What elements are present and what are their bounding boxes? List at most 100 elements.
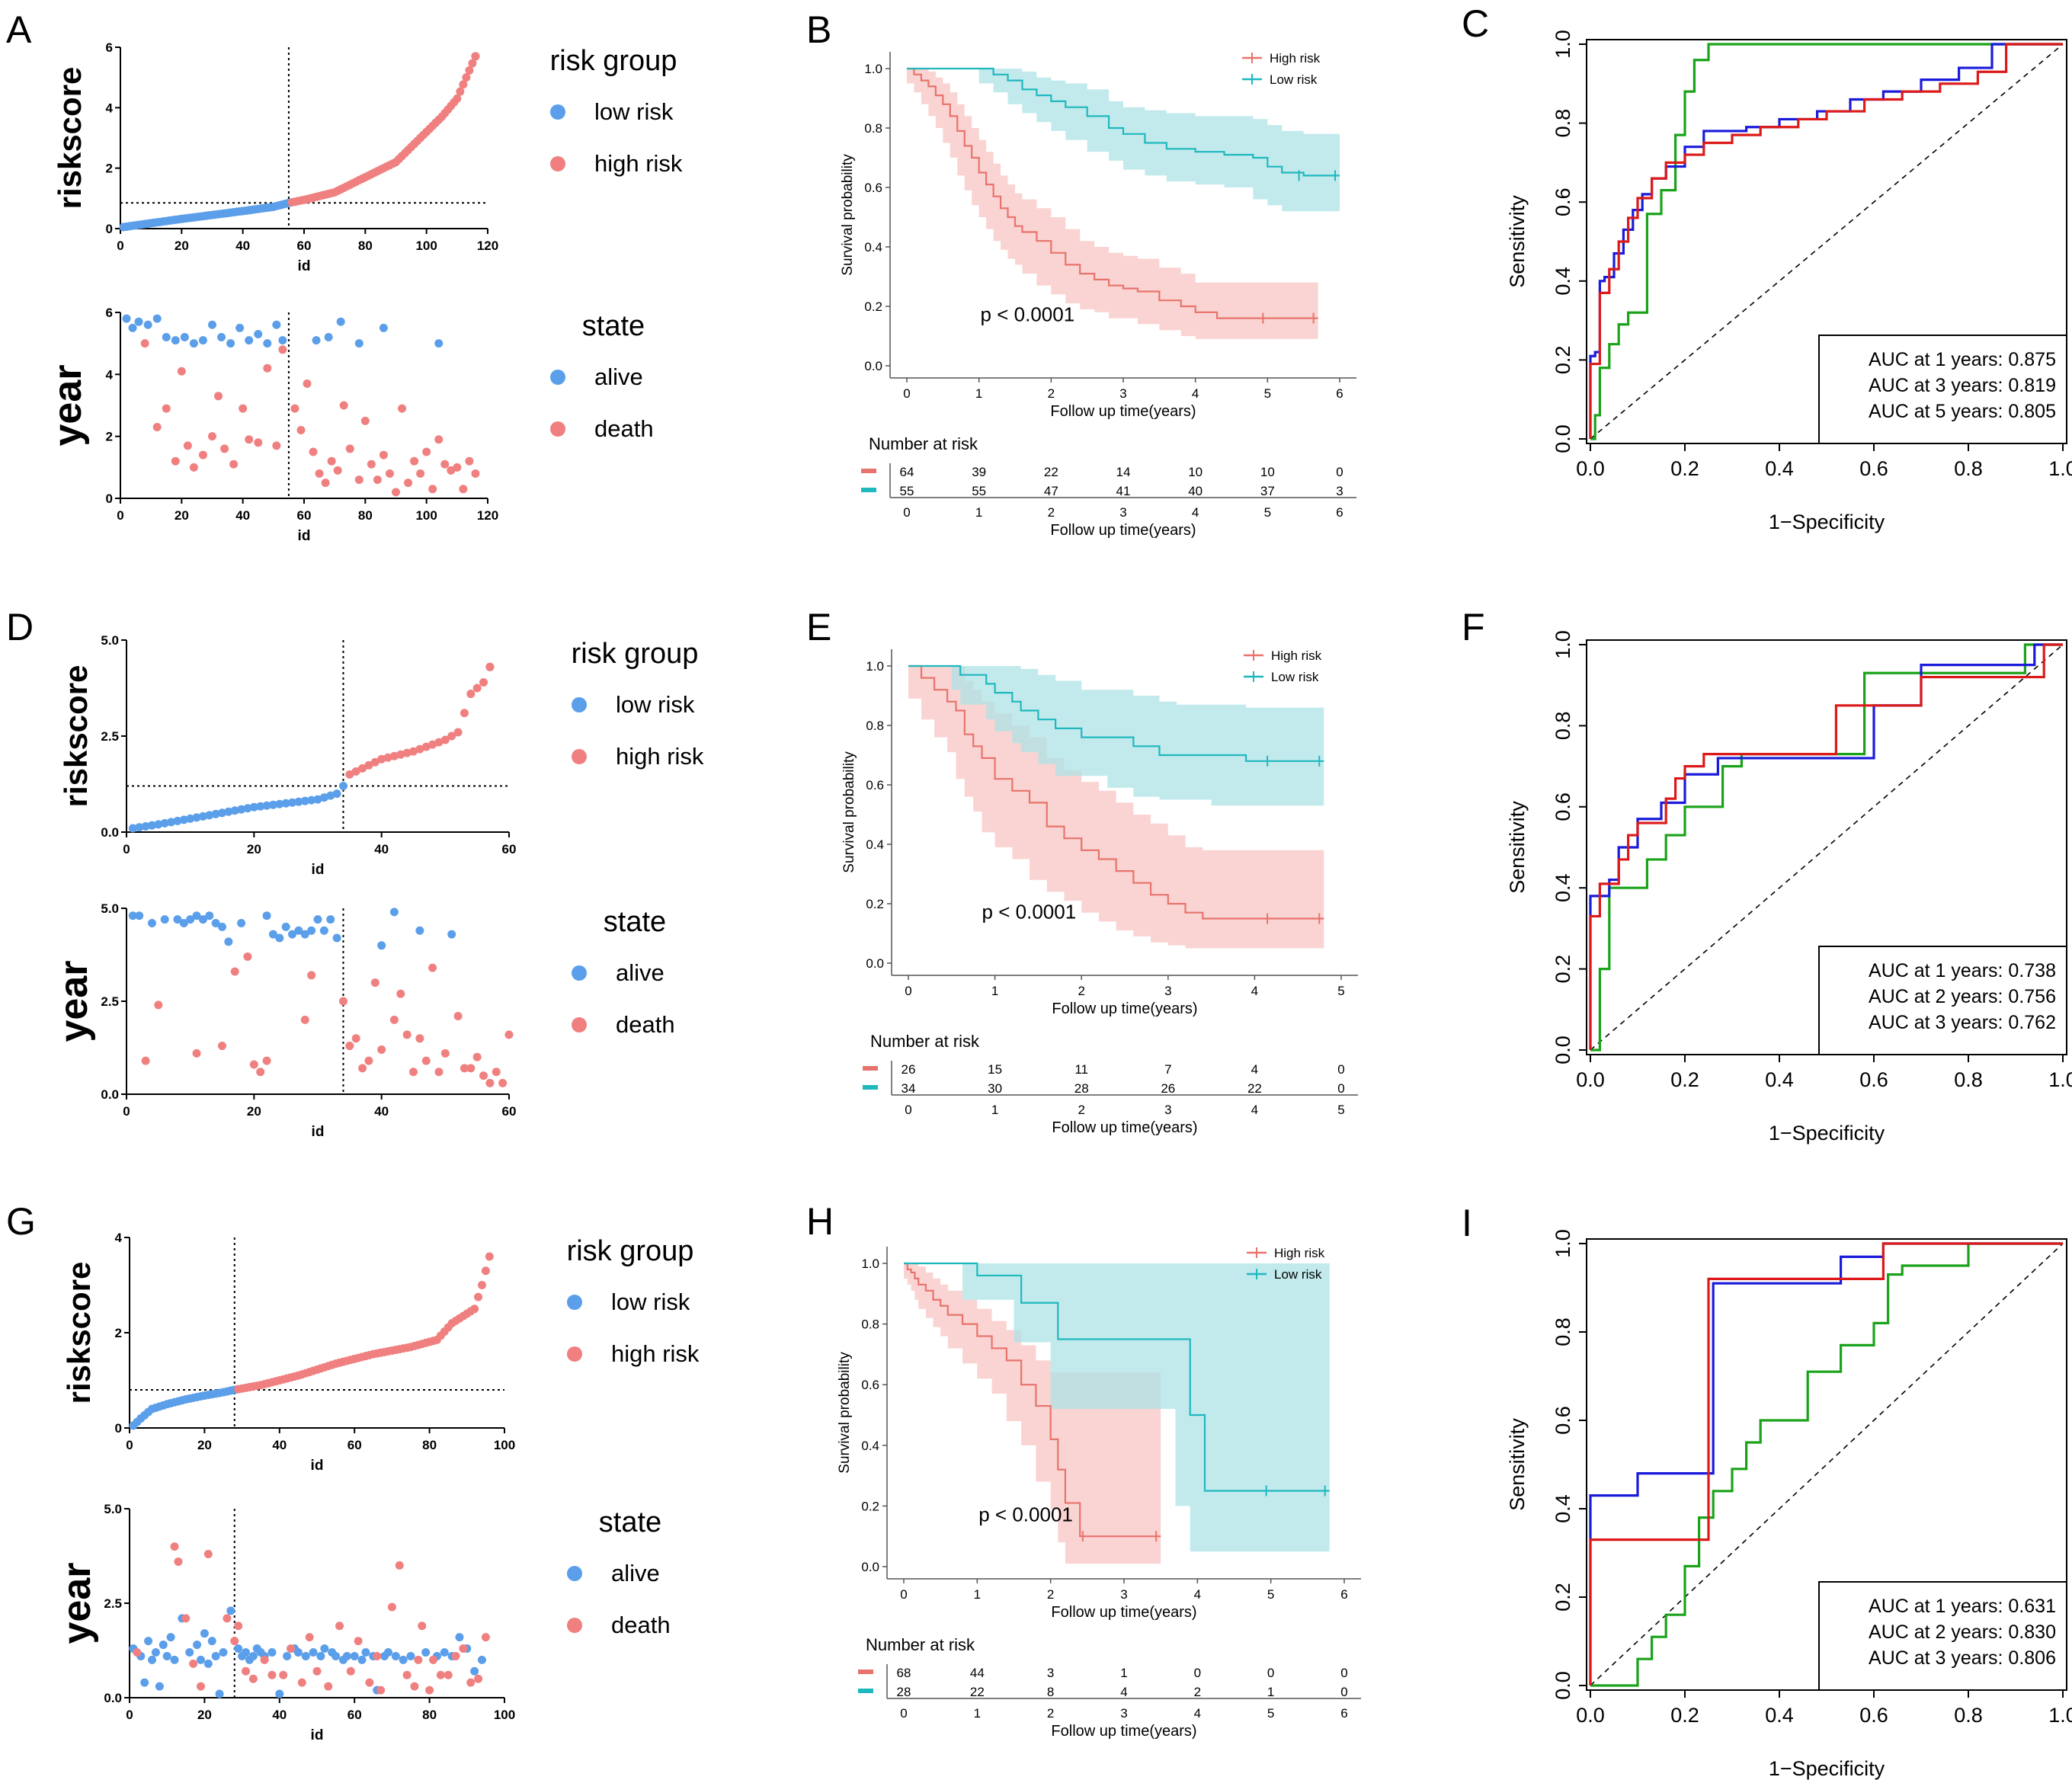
risk-table-cell: 14	[1116, 465, 1131, 479]
alive-point	[301, 1651, 310, 1660]
x-tick-label: 0.0	[1576, 457, 1605, 480]
x-tick-label: 0	[123, 1104, 130, 1119]
risk-table-cell: 0	[1337, 1062, 1344, 1077]
death-point	[177, 367, 186, 376]
panel-letter-d: D	[6, 606, 34, 648]
y-tick-label: 1.0	[1552, 1229, 1574, 1258]
death-point	[218, 1042, 226, 1051]
death-point	[239, 404, 248, 413]
risk-table-cell: 40	[1188, 484, 1203, 498]
x-tick-label: 0.0	[1576, 1068, 1605, 1091]
auc-label: AUC at 3 years: 0.806	[1869, 1647, 2056, 1669]
legend-label: high risk	[616, 743, 704, 770]
death-point	[183, 441, 192, 450]
death-point	[358, 1064, 367, 1073]
risk-table-cell: 37	[1260, 484, 1275, 498]
risk-table-cell: 0	[1340, 1666, 1347, 1680]
death-point	[364, 1056, 373, 1065]
alive-point	[313, 915, 322, 924]
death-point	[338, 997, 347, 1006]
y-tick-label: 1.0	[1552, 630, 1574, 659]
low-risk-point	[338, 782, 347, 791]
death-point	[260, 1655, 269, 1664]
alive-point	[147, 919, 156, 928]
high-risk-point	[351, 767, 360, 776]
alive-point	[208, 320, 216, 329]
alive-point	[198, 915, 207, 924]
risk-table-cell: 28	[1074, 1081, 1089, 1096]
high-risk-point	[459, 80, 468, 89]
x-tick-label: 20	[197, 1438, 212, 1452]
x-tick-label: 0	[126, 1708, 133, 1722]
y-tick-label: 0.0	[1552, 1671, 1574, 1700]
y-tick-label: 0	[106, 491, 113, 506]
risk-table-cell: 3	[1047, 1666, 1054, 1680]
alive-point	[245, 336, 254, 345]
low-risk-point	[230, 806, 239, 815]
x-tick-label: 0.2	[1670, 1068, 1699, 1091]
risk-table-cell: 4	[1251, 1062, 1258, 1077]
alive-point	[434, 339, 444, 348]
low-risk-point	[160, 818, 169, 828]
x-tick-label: 0	[903, 386, 910, 401]
roc-curve-3	[1589, 43, 2063, 439]
high-risk-point	[465, 66, 474, 75]
alive-point	[173, 915, 182, 924]
risk-table-x-tick-label: 5	[1267, 1706, 1274, 1721]
risk-table-cell: 10	[1260, 465, 1275, 479]
alive-point	[421, 1647, 431, 1657]
risk-table-cell: 47	[1044, 484, 1058, 498]
x-tick-label: 2	[1078, 984, 1084, 998]
x-tick-label: 100	[494, 1438, 515, 1452]
alive-point	[263, 339, 272, 348]
x-tick-label: 4	[1192, 386, 1199, 401]
y-tick-label: 0.4	[864, 240, 882, 255]
death-point	[333, 466, 342, 475]
alive-point	[262, 911, 271, 920]
panel-letters: A B C D E F G H I	[6, 2, 1489, 1244]
p-value-annotation: p < 0.0001	[981, 303, 1075, 326]
risk-table-x-tick-label: 4	[1251, 1103, 1258, 1117]
x-axis-label: 1−Specificity	[1769, 511, 1885, 533]
x-tick-label: 100	[415, 239, 437, 253]
x-tick-label: 40	[235, 239, 250, 253]
alive-point	[399, 1655, 408, 1664]
risk-table-x-tick-label: 1	[991, 1103, 998, 1117]
death-point	[402, 1670, 412, 1679]
y-tick-label: 6	[106, 40, 113, 55]
auc-label: AUC at 5 years: 0.805	[1869, 401, 2056, 422]
panel-letter-h: H	[806, 1200, 834, 1243]
x-tick-label: 0.8	[1954, 1704, 1983, 1727]
death-point	[296, 426, 306, 435]
death-point	[189, 463, 198, 472]
low-risk-point	[319, 793, 328, 802]
death-point	[312, 1666, 322, 1676]
death-point	[248, 1674, 258, 1683]
alive-point	[331, 1651, 341, 1660]
low-risk-curve	[904, 1262, 1330, 1492]
low-risk-point	[198, 812, 207, 821]
death-point	[474, 1674, 483, 1683]
alive-point	[189, 339, 198, 348]
chart-panel-a-riskscore: 0 20 40 60 80 100 120 0 2 4 6 id riskscore risk group…	[52, 40, 683, 274]
legend-label: high risk	[594, 150, 683, 177]
legend-marker	[572, 965, 587, 981]
risk-table-x-tick-label: 6	[1336, 505, 1343, 520]
legend-marker	[550, 104, 565, 120]
y-tick-label: 2.5	[101, 729, 119, 744]
auc-legend-box	[1818, 1581, 2067, 1691]
death-point	[305, 1633, 314, 1642]
death-point	[327, 456, 336, 466]
low-risk-point	[218, 808, 226, 818]
death-point	[410, 1682, 419, 1691]
alive-point	[361, 1647, 370, 1657]
y-tick-label: 0.8	[866, 719, 884, 733]
risk-table-cell: 55	[972, 484, 986, 498]
risk-table-x-tick-label: 1	[974, 1706, 981, 1721]
risk-table-swatch	[858, 1670, 873, 1674]
death-point	[410, 456, 419, 466]
low-risk-point	[173, 816, 182, 825]
risk-table-swatch	[863, 1085, 878, 1090]
chart-panel-h-km: 0 1 2 3 4 5 6 0.0 0.2 0.4 0.6 0.8 1.0 Follow up time(…	[837, 1246, 1361, 1740]
x-tick-label: 40	[272, 1708, 287, 1722]
